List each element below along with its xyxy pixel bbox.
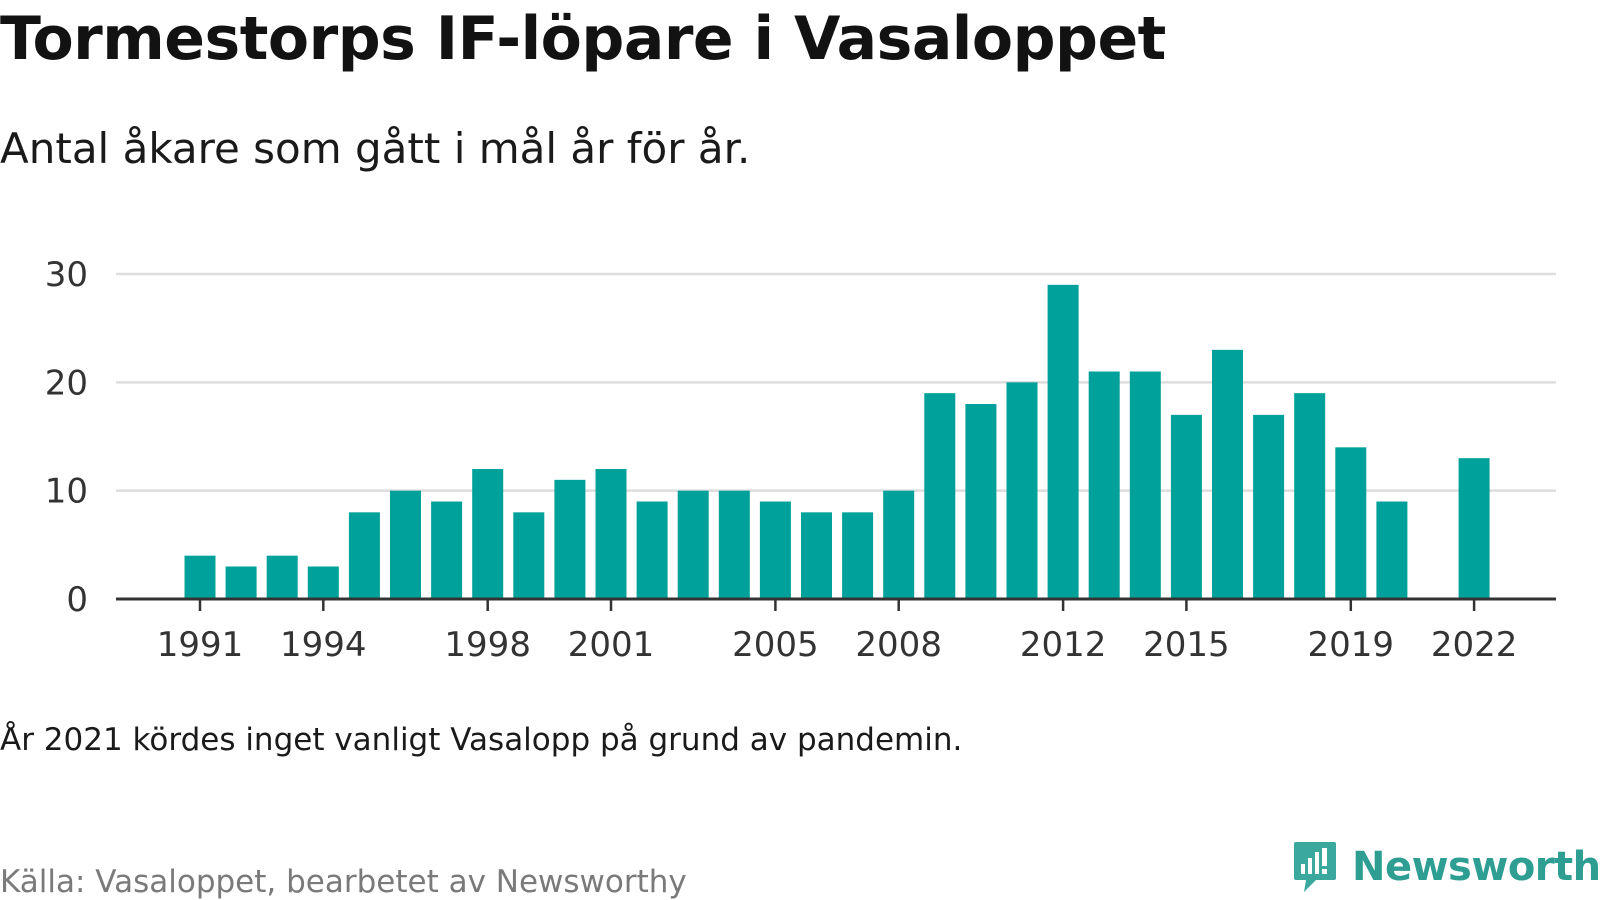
bar (1047, 284, 1079, 599)
bar (1253, 414, 1285, 599)
x-tick-label: 2022 (1431, 625, 1518, 665)
x-tick-label: 2008 (855, 625, 942, 665)
bar (965, 404, 997, 599)
bar (225, 566, 257, 599)
axes (116, 597, 1556, 611)
bar (1212, 349, 1243, 599)
bar (266, 555, 298, 599)
chart-title: Tormestorps IF-löpare i Vasaloppet (0, 4, 1166, 74)
x-tick-label: 1994 (280, 625, 367, 665)
x-tick-label: 1991 (157, 625, 244, 665)
bar (1170, 414, 1202, 599)
bar (1376, 501, 1408, 599)
bar (636, 501, 668, 599)
bar (513, 512, 545, 599)
source-credit: Källa: Vasaloppet, bearbetet av Newswort… (0, 864, 687, 900)
tick-labels: 0 10 20 30 1991 1994 1998 2001 2005 2008 2012 2015 2… (45, 255, 1518, 665)
bar (759, 501, 791, 599)
x-tick-label: 2019 (1308, 625, 1395, 665)
bar (1458, 458, 1490, 599)
bar-chart: 0 10 20 30 1991 1994 1998 2001 2005 2008 2012 2015 2… (45, 255, 1556, 665)
bar (595, 469, 627, 599)
y-tick-label: 30 (45, 255, 88, 295)
bar (924, 393, 956, 599)
x-tick-label: 2001 (568, 625, 655, 665)
bars (184, 284, 1490, 599)
y-tick-label: 20 (45, 363, 88, 403)
bar (1294, 393, 1326, 599)
bar (1129, 371, 1161, 599)
bar (801, 512, 832, 599)
x-tick-label: 2012 (1020, 625, 1107, 665)
bar (1088, 371, 1120, 599)
brand-logo: Newsworthy (1292, 840, 1600, 894)
bar (348, 512, 380, 599)
brand-name: Newsworthy (1352, 844, 1600, 890)
y-tick-label: 0 (66, 580, 88, 620)
bar (307, 566, 339, 599)
x-tick-label: 1998 (444, 625, 531, 665)
newsworthy-logo-icon (1294, 842, 1336, 892)
bar (883, 490, 915, 599)
chart-subtitle: Antal åkare som gått i mål år för år. (0, 124, 751, 173)
bar (431, 501, 463, 599)
x-tick-label: 2015 (1143, 625, 1230, 665)
y-tick-label: 10 (45, 472, 88, 512)
bar (842, 512, 874, 599)
bar (184, 555, 216, 599)
bar (1335, 447, 1367, 599)
bar (1006, 382, 1038, 599)
bar (677, 490, 709, 599)
chart-note: År 2021 kördes inget vanligt Vasalopp på… (0, 722, 963, 758)
bar (718, 490, 750, 599)
x-tick-label: 2005 (732, 625, 819, 665)
bar (554, 479, 586, 599)
bar (390, 490, 421, 599)
bar (472, 469, 504, 599)
